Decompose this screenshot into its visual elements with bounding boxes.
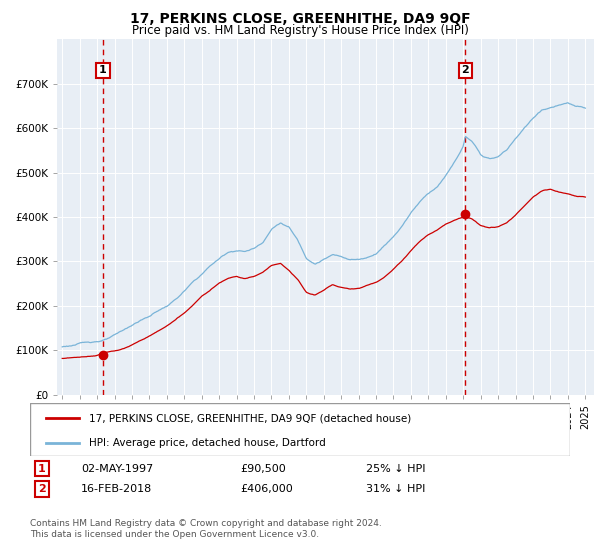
Text: 1: 1 [38, 464, 46, 474]
Text: Price paid vs. HM Land Registry's House Price Index (HPI): Price paid vs. HM Land Registry's House … [131, 24, 469, 36]
Text: 25% ↓ HPI: 25% ↓ HPI [366, 464, 425, 474]
Text: 1: 1 [99, 66, 107, 75]
Text: 31% ↓ HPI: 31% ↓ HPI [366, 484, 425, 494]
FancyBboxPatch shape [30, 403, 570, 456]
Text: HPI: Average price, detached house, Dartford: HPI: Average price, detached house, Dart… [89, 438, 326, 448]
Text: 2: 2 [38, 484, 46, 494]
Text: Contains HM Land Registry data © Crown copyright and database right 2024.
This d: Contains HM Land Registry data © Crown c… [30, 519, 382, 539]
Text: 17, PERKINS CLOSE, GREENHITHE, DA9 9QF (detached house): 17, PERKINS CLOSE, GREENHITHE, DA9 9QF (… [89, 413, 412, 423]
Text: 17, PERKINS CLOSE, GREENHITHE, DA9 9QF: 17, PERKINS CLOSE, GREENHITHE, DA9 9QF [130, 12, 470, 26]
Text: £90,500: £90,500 [240, 464, 286, 474]
Text: 02-MAY-1997: 02-MAY-1997 [81, 464, 153, 474]
Text: 2: 2 [461, 66, 469, 75]
Text: £406,000: £406,000 [240, 484, 293, 494]
Text: 16-FEB-2018: 16-FEB-2018 [81, 484, 152, 494]
